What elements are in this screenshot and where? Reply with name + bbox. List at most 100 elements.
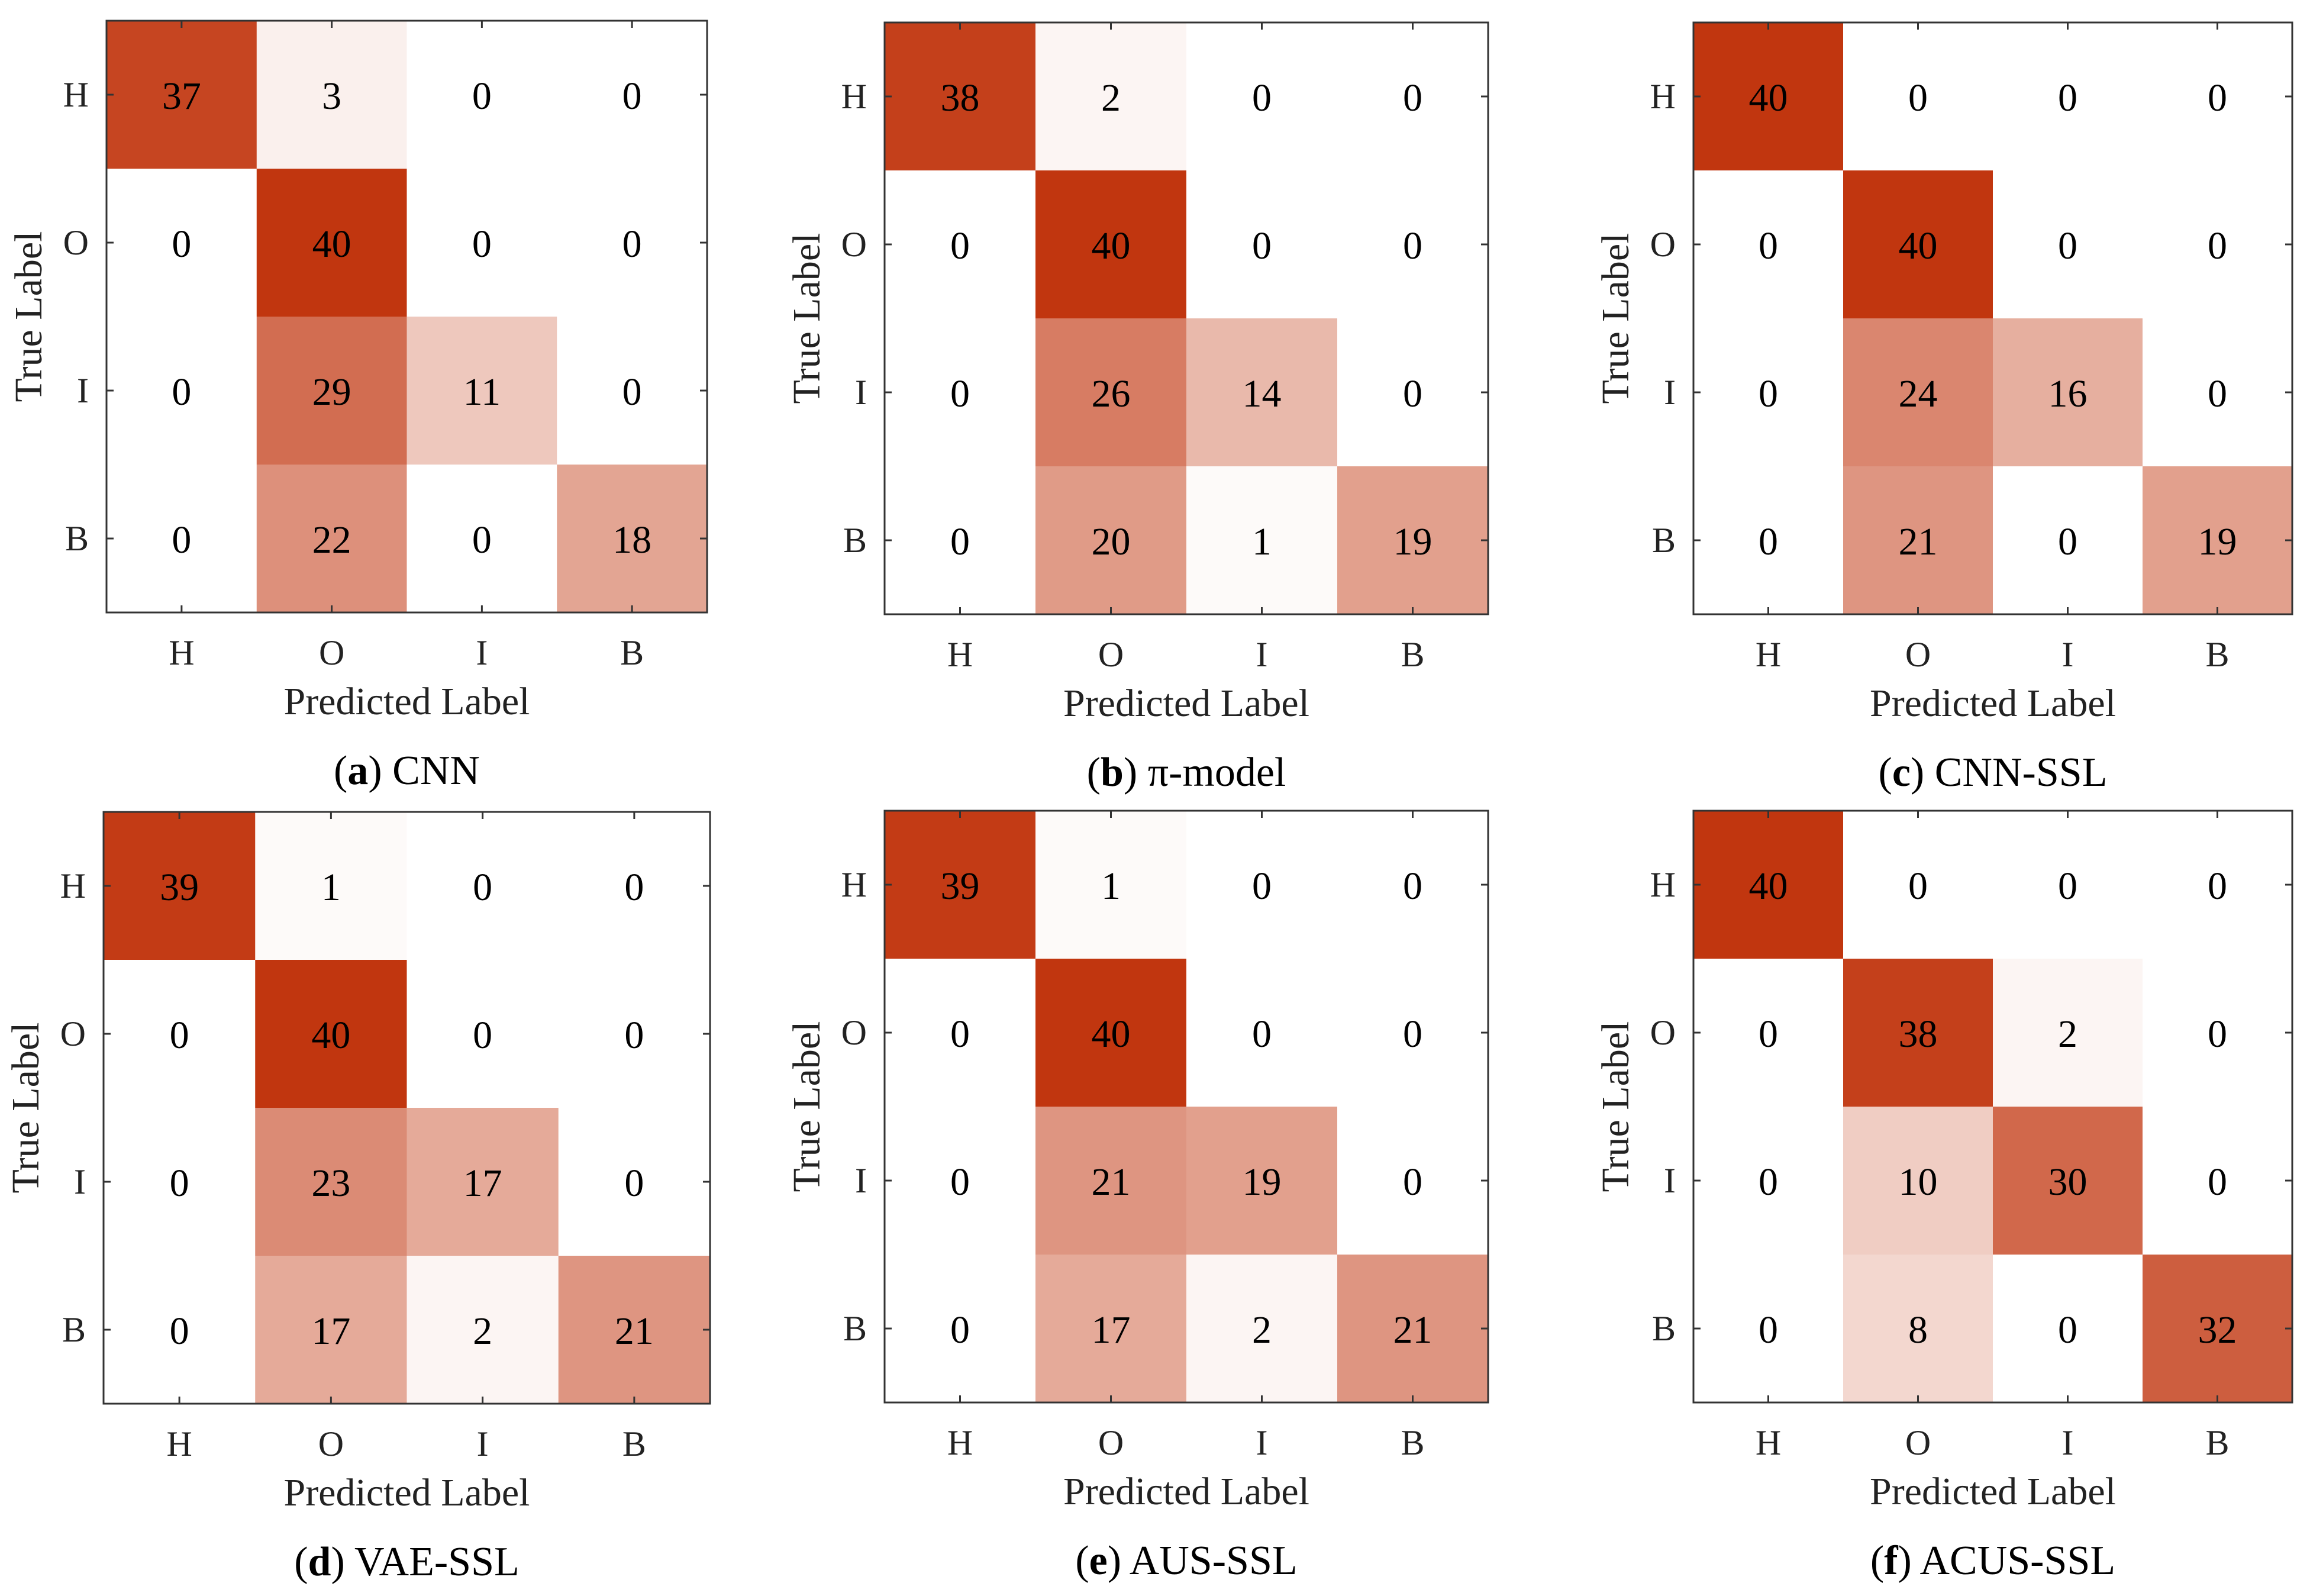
heatmap-cell	[1993, 959, 2143, 1107]
heatmap-cell	[1993, 318, 2143, 467]
y-tick-label: I	[855, 1161, 867, 1200]
caption-title: ACUS-SSL	[1919, 1538, 2115, 1584]
caption-letter: b	[1101, 750, 1124, 795]
heatmap-cell	[406, 1108, 559, 1256]
heatmap-cell	[406, 812, 559, 960]
y-tick-label: H	[1650, 77, 1676, 116]
heatmap-cell	[1693, 318, 1844, 467]
cell-value-label: 39	[941, 865, 980, 908]
heatmap-cell	[406, 169, 557, 317]
heatmap-cell	[1843, 466, 1993, 615]
cell-value-label: 0	[2208, 372, 2227, 415]
cell-value-label: 40	[1092, 1013, 1131, 1056]
heatmap-cell	[1337, 811, 1489, 959]
cell-value-label: 0	[624, 1162, 644, 1205]
cell-value-label: 2	[2058, 1013, 2077, 1056]
heatmap-cell	[406, 1256, 559, 1404]
y-tick-label: O	[60, 1014, 86, 1053]
y-tick-label: H	[841, 77, 867, 116]
heatmap-cell	[1337, 318, 1489, 467]
heatmap-cell	[885, 1255, 1036, 1403]
cell-value-label: 38	[1899, 1013, 1938, 1056]
cell-value-label: 0	[2058, 865, 2077, 908]
cell-value-label: 39	[160, 866, 199, 909]
heatmap-cell	[1186, 811, 1338, 959]
heatmap-cell	[885, 318, 1036, 467]
x-tick-label: O	[1905, 635, 1931, 674]
heatmap-cell	[1337, 170, 1489, 319]
cell-value-label: 32	[2198, 1308, 2237, 1352]
x-axis-label: Predicted Label	[1063, 682, 1309, 725]
heatmap-cell	[256, 21, 407, 169]
heatmap-cell	[2143, 1107, 2293, 1255]
cell-value-label: 0	[2208, 1160, 2227, 1204]
y-axis-label: True Label	[1594, 1021, 1637, 1192]
heatmap-cell	[1186, 1107, 1338, 1255]
heatmap-cell	[885, 811, 1036, 959]
heatmap-cell	[104, 960, 256, 1108]
cell-value-label: 0	[1403, 76, 1422, 120]
cell-value-label: 17	[311, 1310, 350, 1353]
x-tick-label: B	[620, 633, 644, 672]
caption-paren-close: )	[1911, 750, 1935, 795]
cell-value-label: 24	[1899, 372, 1938, 415]
caption-paren-open: (	[1075, 1538, 1089, 1584]
cell-value-label: 19	[1393, 520, 1433, 563]
heatmap-cell	[1993, 811, 2143, 959]
cell-value-label: 0	[172, 223, 191, 266]
cell-value-label: 0	[622, 223, 642, 266]
caption-title: π-model	[1148, 750, 1286, 795]
heatmap-cell	[1035, 466, 1187, 615]
heatmap-cell	[1993, 1107, 2143, 1255]
cell-value-label: 37	[162, 75, 201, 118]
cell-value-label: 21	[1393, 1308, 1433, 1352]
cell-value-label: 0	[950, 372, 970, 415]
heatmap-cell	[1843, 959, 1993, 1107]
cell-value-label: 0	[622, 370, 642, 414]
heatmap-cell	[1186, 959, 1338, 1107]
cell-value-label: 0	[472, 223, 492, 266]
matrix-frame	[883, 21, 1489, 615]
heatmap-cell	[2143, 22, 2293, 171]
cell-value-label: 0	[950, 520, 970, 563]
caption-letter: e	[1089, 1538, 1108, 1584]
cell-value-label: 40	[311, 1014, 350, 1057]
heatmap-cell	[1843, 22, 1993, 171]
heatmap-cell	[1035, 1255, 1187, 1403]
cell-value-label: 0	[1403, 865, 1422, 908]
y-tick-label: I	[77, 371, 89, 410]
x-tick-label: I	[2062, 635, 2074, 674]
heatmap-cell	[557, 465, 708, 613]
panel-caption: (b) π-model	[1087, 750, 1286, 795]
heatmap-cell	[2143, 170, 2293, 319]
heatmap-cell	[1186, 318, 1338, 467]
heatmap-cell	[104, 1108, 256, 1256]
x-tick-label: H	[947, 635, 973, 674]
y-axis-label: True Label	[1594, 233, 1637, 404]
cell-value-label: 0	[1759, 224, 1778, 267]
caption-paren-close: )	[368, 748, 392, 794]
heatmap-cell	[558, 960, 711, 1108]
x-tick-label: I	[1256, 635, 1268, 674]
cell-value-label: 22	[312, 518, 351, 562]
cell-value-label: 0	[1252, 865, 1272, 908]
y-tick-label: H	[1650, 865, 1676, 904]
heatmap-cell	[255, 1256, 407, 1404]
y-axis-label: True Label	[785, 1021, 828, 1192]
heatmap-cell	[1843, 170, 1993, 319]
heatmap-cell	[1186, 1255, 1338, 1403]
cell-value-label: 0	[170, 1162, 189, 1205]
cell-value-label: 0	[172, 370, 191, 414]
heatmap-cell	[256, 465, 407, 613]
panel-caption: (f) ACUS-SSL	[1870, 1538, 2115, 1584]
heatmap-cell	[2143, 1255, 2293, 1403]
heatmap-cell	[2143, 466, 2293, 615]
y-tick-label: H	[60, 866, 86, 905]
heatmap-cell	[1186, 466, 1338, 615]
panel-c: 40 0 0 0 0 40 0 0 0 24 16 0 0 21 0 19 H O I B H O I B Predicted …	[1594, 21, 2293, 795]
heatmap-cell	[1035, 1107, 1187, 1255]
heatmap-cell	[1843, 1255, 1993, 1403]
panel-a: 37 3 0 0 0 40 0 0 0 29 11 0 0 22 0 18 H O I B H O I B Predicted …	[7, 20, 708, 794]
cell-value-label: 0	[2208, 865, 2227, 908]
x-tick-label: B	[622, 1424, 646, 1463]
